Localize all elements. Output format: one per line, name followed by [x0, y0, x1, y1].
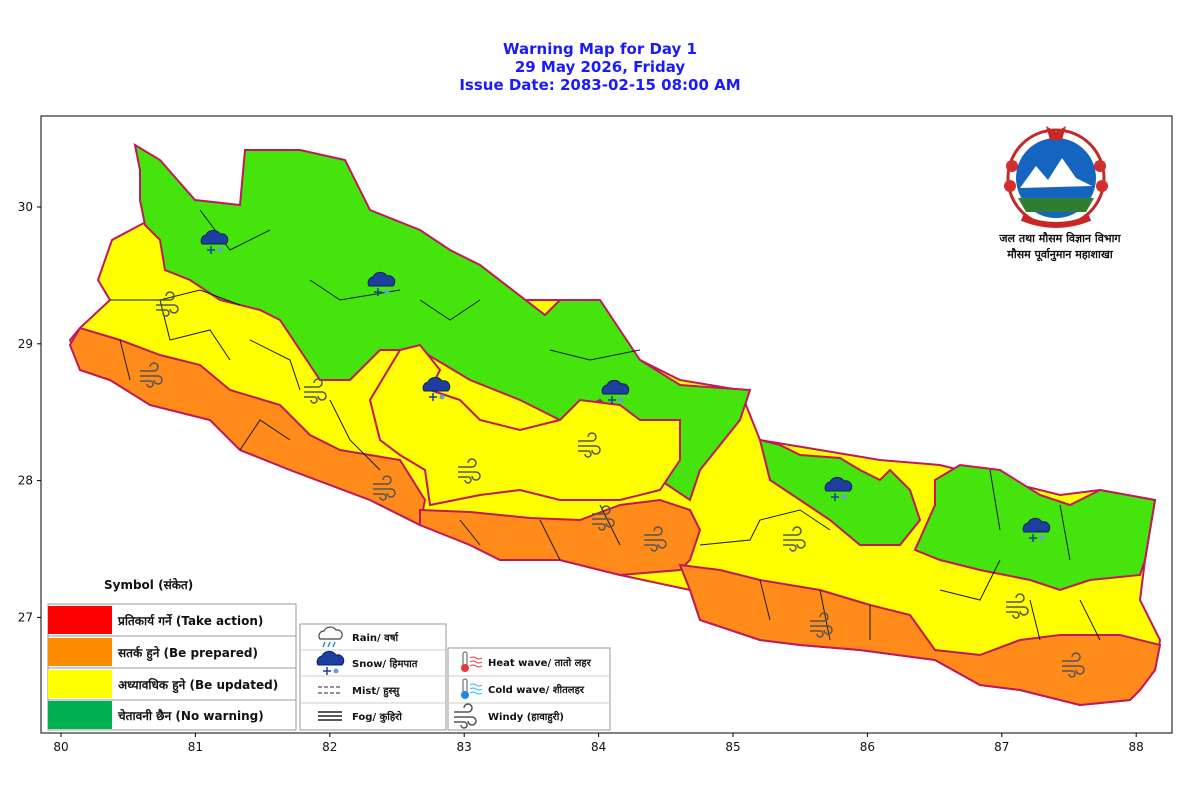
symbol-label-fog: Fog/ कुहिरो — [352, 710, 402, 723]
symbol-label-windy: Windy (हावाहुरी) — [488, 710, 564, 724]
level-swatch-orange — [48, 638, 112, 666]
level-label-take-action: प्रतिकार्य गर्ने (Take action) — [117, 614, 263, 628]
legend-symbols-left: Rain/ वर्षा Snow/ हिमपात Mist/ हुस्सु Fo… — [299, 623, 447, 731]
y-tick-label: 27 — [18, 610, 33, 624]
level-swatch-red — [48, 606, 112, 634]
title-line-3: Issue Date: 2083-02-15 08:00 AM — [459, 76, 741, 94]
symbol-label-rain: Rain/ वर्षा — [352, 631, 399, 644]
division-name: मौसम पूर्वानुमान महाशाखा — [1006, 247, 1114, 262]
x-tick-label: 86 — [860, 740, 875, 754]
symbol-label-snow: Snow/ हिमपात — [352, 657, 419, 670]
mist-icon — [318, 686, 342, 694]
legend-levels: प्रतिकार्य गर्ने (Take action) सतर्क हुन… — [47, 603, 297, 731]
title-line-1: Warning Map for Day 1 — [503, 40, 697, 58]
level-swatch-green — [48, 701, 112, 729]
map-regions — [68, 142, 1162, 707]
region-orange-central — [419, 498, 702, 577]
rain-icon — [318, 626, 343, 648]
y-tick-label: 28 — [18, 474, 33, 488]
level-label-no-warning: चेतावनी छैन (No warning) — [117, 709, 264, 723]
level-swatch-yellow — [48, 670, 112, 698]
department-name: जल तथा मौसम विज्ञान विभाग — [998, 231, 1121, 245]
x-tick-label: 88 — [1129, 740, 1144, 754]
symbol-label-cold-wave: Cold wave/ शीतलहर — [488, 683, 585, 696]
region-orange-far-west — [68, 326, 427, 527]
district-lines — [110, 209, 1101, 641]
x-axis: 80 81 82 83 84 85 86 87 88 — [53, 733, 1144, 754]
fog-icon — [318, 711, 342, 721]
symbol-label-heat-wave: Heat wave/ तातो लहर — [488, 656, 592, 669]
title-line-2: 29 May 2026, Friday — [514, 58, 686, 76]
government-emblem — [1004, 126, 1108, 228]
x-tick-label: 80 — [53, 740, 68, 754]
x-tick-label: 81 — [188, 740, 203, 754]
x-tick-label: 84 — [591, 740, 606, 754]
y-axis: 30 29 28 27 — [18, 200, 41, 624]
heat-wave-icon — [461, 651, 483, 672]
x-tick-label: 85 — [725, 740, 740, 754]
map-title: Warning Map for Day 1 29 May 2026, Frida… — [0, 40, 1200, 94]
region-green-far-west — [133, 142, 752, 502]
level-label-be-prepared: सतर्क हुने (Be prepared) — [117, 646, 258, 662]
symbol-label-mist: Mist/ हुस्सु — [352, 686, 401, 698]
region-green-central-east — [758, 438, 922, 546]
legend-symbols-right: Heat wave/ तातो लहर Cold wave/ शीतलहर Wi… — [447, 647, 611, 731]
y-tick-label: 29 — [18, 337, 33, 351]
level-label-be-updated: अध्यावधिक हुने (Be updated) — [118, 678, 278, 694]
x-tick-label: 83 — [457, 740, 472, 754]
x-tick-label: 82 — [322, 740, 337, 754]
legend-title: Symbol (संकेत) — [104, 578, 193, 592]
x-tick-label: 87 — [994, 740, 1009, 754]
y-tick-label: 30 — [18, 200, 33, 214]
cold-wave-icon — [461, 678, 483, 699]
